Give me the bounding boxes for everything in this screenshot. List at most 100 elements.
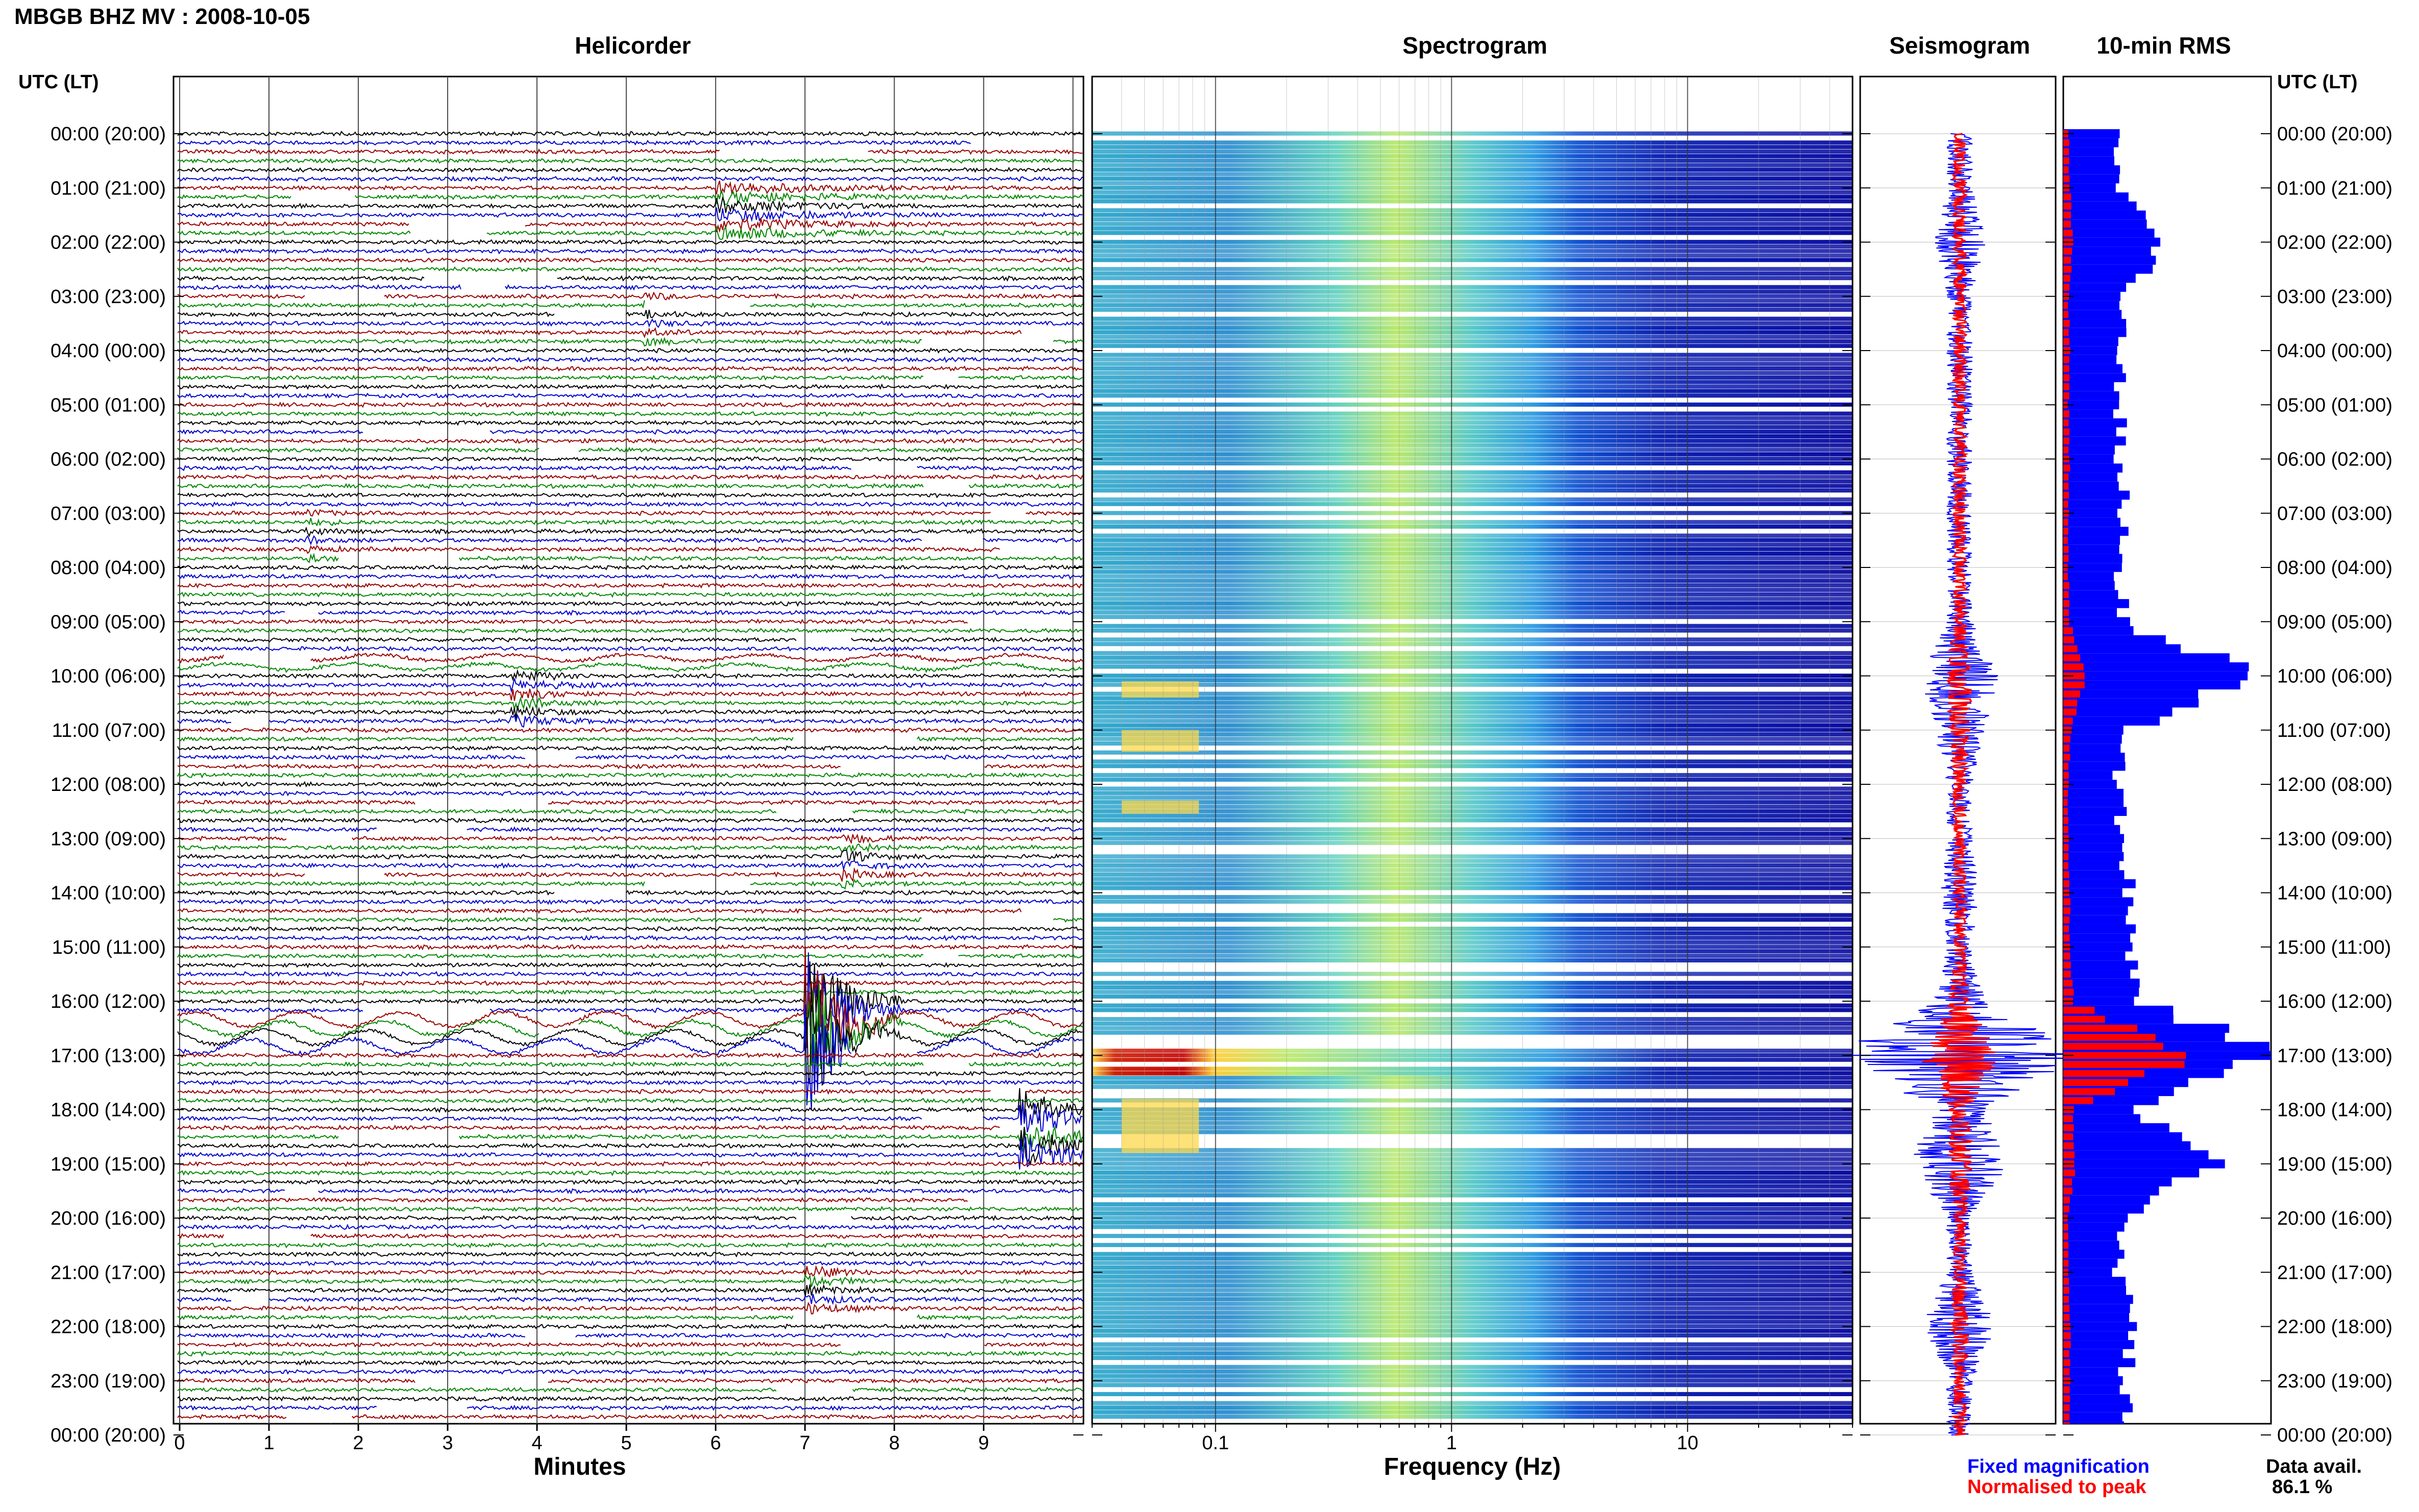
- spectrogram-row: [1092, 452, 1853, 457]
- spectrogram-row: [1092, 597, 1853, 601]
- rms-normalised-bar: [2063, 898, 2070, 906]
- spectrogram-row: [1092, 267, 1853, 271]
- rms-fixed-bar: [2063, 210, 2146, 220]
- rms-fixed-bar: [2063, 942, 2133, 952]
- rms-normalised-bar: [2063, 1350, 2069, 1357]
- helicorder-trace: [177, 1079, 1083, 1086]
- spectrogram-row: [1092, 945, 1853, 949]
- spectrogram-row: [1092, 583, 1853, 588]
- rms-normalised-bar: [2063, 1286, 2069, 1294]
- helicorder-trace: [177, 365, 1083, 372]
- helicorder-trace: [177, 166, 1083, 173]
- helicorder-trace: [177, 327, 1022, 338]
- helicorder-trace: [177, 926, 1083, 932]
- helicorder-trace: [177, 833, 1083, 845]
- helicorder-trace: [177, 1323, 1083, 1330]
- spectrogram-row: [1092, 425, 1853, 430]
- spectrogram-row: [1092, 800, 1853, 805]
- legend-fixed-label: Fixed magnification: [1967, 1456, 2150, 1477]
- helicorder-trace: [177, 1224, 1083, 1230]
- spectrogram-row: [1092, 212, 1853, 217]
- rms-fixed-bar: [2063, 319, 2127, 328]
- rms-fixed-bar: [2063, 734, 2122, 744]
- rms-fixed-bar: [2063, 1114, 2140, 1124]
- time-label-left: 06:00 (02:00): [51, 449, 166, 470]
- spectrogram-row: [1092, 1351, 1853, 1356]
- spectrogram-row: [1092, 732, 1853, 737]
- helicorder-trace: [177, 573, 1083, 580]
- rms-normalised-bar: [2063, 1115, 2073, 1123]
- spectrogram-row: [1092, 307, 1853, 312]
- spectrogram-tick-label: 10: [1677, 1432, 1698, 1454]
- helicorder-trace: [177, 517, 1083, 527]
- spectrogram-row: [1092, 1152, 1853, 1157]
- helicorder-trace: [177, 318, 1083, 328]
- rms-normalised-bar: [2063, 609, 2069, 616]
- spectrogram-row: [1092, 1202, 1853, 1207]
- rms-fixed-bar: [2063, 1141, 2191, 1151]
- spectrogram-row: [1092, 786, 1853, 791]
- spectrogram-row: [1092, 1293, 1853, 1297]
- spectrogram-row: [1092, 443, 1853, 448]
- time-label-right: 12:00 (08:00): [2277, 774, 2392, 796]
- helicorder-trace: [177, 609, 1083, 616]
- spectrogram-row: [1092, 416, 1853, 420]
- time-label-left: 03:00 (23:00): [51, 286, 166, 308]
- time-label-right: 23:00 (19:00): [2277, 1371, 2392, 1392]
- seismogram-title: Seismogram: [1889, 32, 2031, 59]
- rms-normalised-bar: [2063, 582, 2069, 589]
- time-label-left: 21:00 (17:00): [51, 1262, 166, 1283]
- rms-fixed-bar: [2063, 1177, 2172, 1187]
- helicorder-trace: [177, 1251, 1083, 1258]
- helicorder-trace: [177, 817, 1083, 824]
- helicorder-trace: [177, 1265, 1083, 1278]
- spectrogram-row: [1092, 1233, 1853, 1238]
- spectrogram-row: [1092, 429, 1853, 434]
- spectrogram-row: [1092, 1175, 1853, 1180]
- rms-normalised-bar: [2063, 672, 2085, 680]
- rms-normalised-bar: [2063, 762, 2068, 770]
- spectrogram-row: [1092, 895, 1853, 900]
- rms-normalised-bar: [2063, 600, 2069, 607]
- spectrogram-row: [1092, 701, 1853, 705]
- time-label-left: 18:00 (14:00): [51, 1100, 166, 1121]
- spectrogram-row: [1092, 556, 1853, 561]
- spectrogram-row: [1092, 231, 1853, 235]
- rms-fixed-bar: [2063, 481, 2119, 491]
- seismogram-normalised-trace: [1922, 133, 1996, 1436]
- helicorder-trace: [177, 668, 1083, 682]
- time-label-left: 23:00 (19:00): [51, 1371, 166, 1392]
- rms-fixed-bar: [2063, 680, 2240, 690]
- helicorder-trace: [177, 678, 1083, 693]
- time-label-left: 19:00 (15:00): [51, 1154, 166, 1175]
- rms-normalised-bar: [2063, 518, 2068, 526]
- rms-fixed-bar: [2063, 743, 2121, 753]
- spectrogram-title: Spectrogram: [1402, 32, 1547, 59]
- rms-fixed-bar: [2063, 436, 2126, 445]
- spectrogram-row: [1092, 1297, 1853, 1302]
- rms-normalised-bar: [2063, 1015, 2105, 1023]
- rms-normalised-bar: [2063, 654, 2081, 661]
- rms-fixed-bar: [2063, 951, 2126, 961]
- helicorder-trace: [177, 582, 1083, 589]
- spectrogram-row: [1092, 1415, 1853, 1419]
- spectrogram-row: [1092, 438, 1853, 443]
- helicorder-trace: [177, 248, 1083, 255]
- rms-fixed-bar: [2063, 780, 2117, 789]
- rms-normalised-bar: [2063, 229, 2073, 237]
- spectrogram-row: [1092, 913, 1853, 918]
- helicorder-trace: [177, 934, 1083, 941]
- rms-fixed-bar: [2063, 617, 2130, 627]
- rms-fixed-bar: [2063, 825, 2120, 834]
- helicorder-trace: [177, 456, 1083, 462]
- rms-fixed-bar: [2063, 924, 2136, 934]
- spectrogram-row: [1092, 258, 1853, 262]
- rms-fixed-bar: [2063, 1195, 2150, 1205]
- helicorder-trace: [177, 1088, 1083, 1095]
- helicorder-panel: 0 1 2 3 4 5 6 7 8 9 Minutes: [172, 76, 1084, 1480]
- rms-normalised-bar: [2063, 419, 2069, 427]
- spectrogram-row: [1092, 809, 1853, 813]
- time-label-right: 00:00 (20:00): [2277, 1425, 2392, 1446]
- helicorder-trace: [177, 437, 1083, 444]
- rms-normalised-bar: [2063, 1395, 2070, 1403]
